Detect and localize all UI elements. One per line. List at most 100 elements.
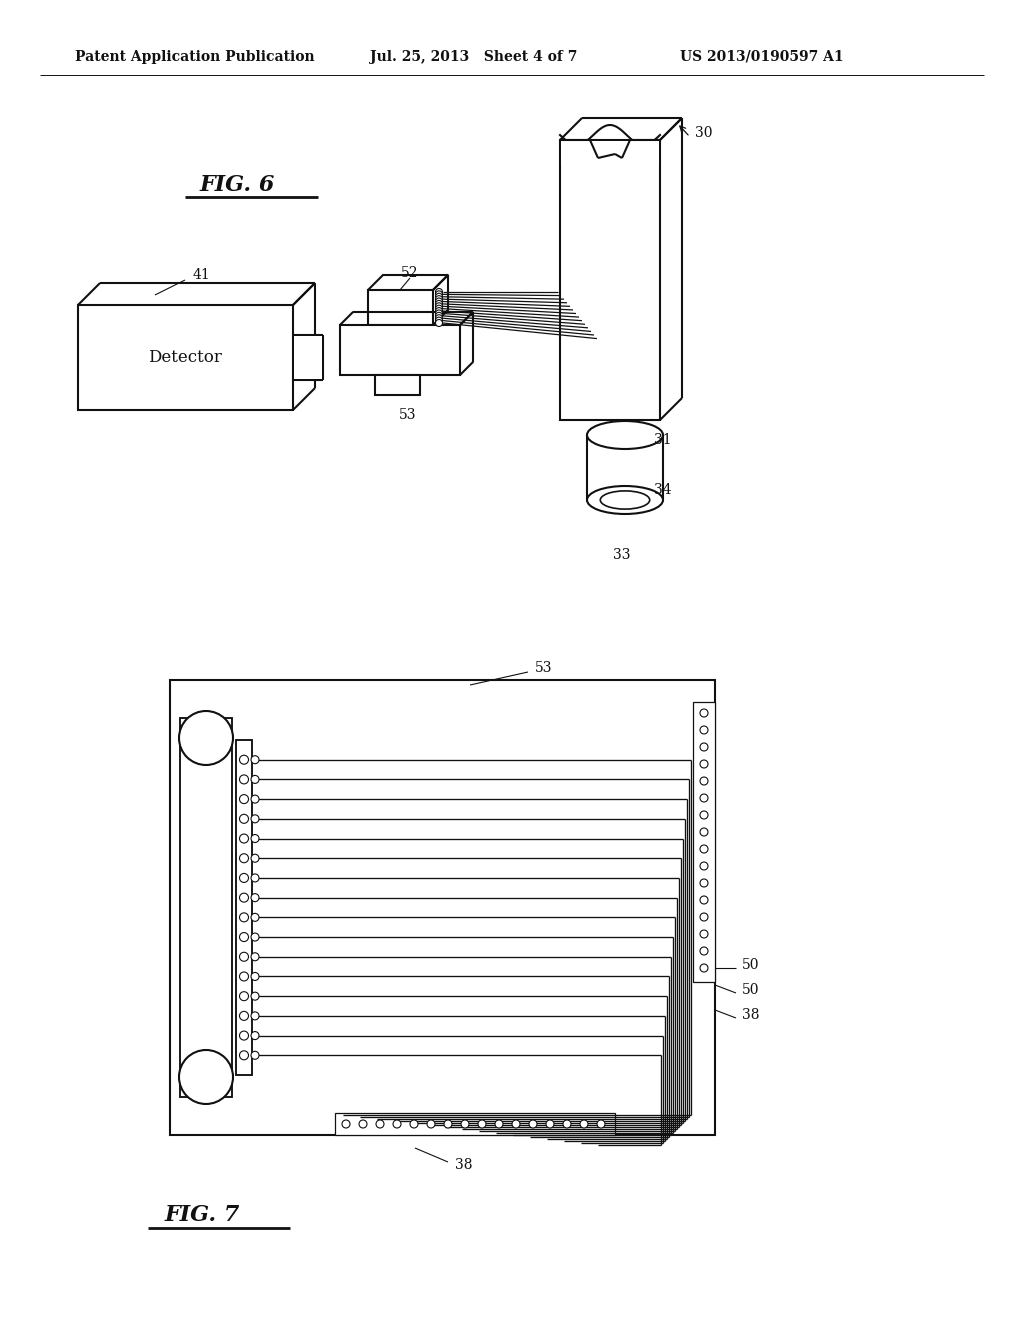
Circle shape: [240, 991, 249, 1001]
Circle shape: [251, 993, 259, 1001]
Circle shape: [251, 953, 259, 961]
Text: FIG. 6: FIG. 6: [200, 174, 275, 195]
Bar: [375, 375, 420, 395]
Circle shape: [435, 298, 442, 305]
Text: Patent Application Publication: Patent Application Publication: [75, 50, 314, 63]
Circle shape: [700, 810, 708, 818]
Circle shape: [563, 1119, 571, 1129]
Bar: [340, 325, 460, 375]
Circle shape: [700, 828, 708, 836]
Circle shape: [700, 913, 708, 921]
Circle shape: [251, 933, 259, 941]
Bar: [236, 741, 252, 1074]
Circle shape: [251, 795, 259, 803]
Circle shape: [700, 845, 708, 853]
Circle shape: [251, 814, 259, 822]
Circle shape: [546, 1119, 554, 1129]
Circle shape: [435, 296, 442, 302]
Circle shape: [240, 1011, 249, 1020]
Circle shape: [359, 1119, 367, 1129]
Circle shape: [435, 319, 442, 326]
Circle shape: [435, 310, 442, 317]
Text: Detector: Detector: [148, 348, 222, 366]
Circle shape: [435, 289, 442, 296]
Circle shape: [427, 1119, 435, 1129]
Circle shape: [240, 1051, 249, 1060]
Circle shape: [435, 302, 442, 310]
Circle shape: [251, 913, 259, 921]
Circle shape: [240, 874, 249, 883]
Circle shape: [251, 894, 259, 902]
Text: US 2013/0190597 A1: US 2013/0190597 A1: [680, 50, 844, 63]
Circle shape: [240, 775, 249, 784]
Circle shape: [700, 709, 708, 717]
Circle shape: [240, 814, 249, 824]
Bar: [693, 702, 715, 982]
Circle shape: [435, 314, 442, 322]
Text: 38: 38: [742, 1008, 760, 1022]
Circle shape: [240, 1031, 249, 1040]
Circle shape: [376, 1119, 384, 1129]
Text: 33: 33: [613, 548, 631, 562]
Text: 34: 34: [654, 483, 672, 498]
Circle shape: [700, 760, 708, 768]
Circle shape: [342, 1119, 350, 1129]
Bar: [561, 141, 659, 166]
Text: 30: 30: [695, 125, 713, 140]
Circle shape: [478, 1119, 486, 1129]
Circle shape: [240, 913, 249, 921]
Circle shape: [251, 1032, 259, 1040]
Ellipse shape: [587, 486, 663, 513]
Circle shape: [251, 1051, 259, 1059]
Text: 31: 31: [654, 433, 672, 447]
Circle shape: [240, 972, 249, 981]
Circle shape: [700, 862, 708, 870]
Circle shape: [700, 726, 708, 734]
Circle shape: [251, 854, 259, 862]
Text: 50: 50: [742, 958, 760, 972]
Circle shape: [240, 755, 249, 764]
Circle shape: [240, 952, 249, 961]
Bar: [78, 305, 293, 411]
Circle shape: [179, 711, 233, 766]
Text: 41: 41: [193, 268, 211, 282]
Bar: [294, 337, 322, 379]
Circle shape: [240, 894, 249, 902]
Circle shape: [435, 313, 442, 319]
Text: 53: 53: [399, 408, 417, 422]
Text: 52: 52: [401, 267, 419, 280]
Circle shape: [251, 834, 259, 842]
Circle shape: [700, 964, 708, 972]
Circle shape: [461, 1119, 469, 1129]
Circle shape: [435, 317, 442, 325]
Circle shape: [529, 1119, 537, 1129]
Bar: [170, 680, 715, 1135]
Bar: [368, 290, 433, 325]
Circle shape: [435, 301, 442, 308]
Text: Jul. 25, 2013   Sheet 4 of 7: Jul. 25, 2013 Sheet 4 of 7: [370, 50, 578, 63]
Circle shape: [700, 896, 708, 904]
Circle shape: [240, 854, 249, 863]
Text: FIG. 7: FIG. 7: [165, 1204, 241, 1226]
Circle shape: [240, 834, 249, 843]
Circle shape: [435, 308, 442, 314]
Text: 53: 53: [535, 661, 553, 675]
Circle shape: [444, 1119, 452, 1129]
Bar: [560, 140, 660, 420]
Circle shape: [240, 795, 249, 804]
Bar: [180, 718, 232, 1097]
Circle shape: [580, 1119, 588, 1129]
Circle shape: [597, 1119, 605, 1129]
Bar: [335, 1113, 615, 1135]
Circle shape: [700, 795, 708, 803]
Circle shape: [251, 756, 259, 764]
Ellipse shape: [587, 421, 663, 449]
Text: 50: 50: [742, 983, 760, 997]
Circle shape: [251, 775, 259, 783]
Circle shape: [240, 932, 249, 941]
Circle shape: [700, 931, 708, 939]
Circle shape: [700, 777, 708, 785]
Ellipse shape: [600, 491, 649, 510]
Circle shape: [435, 290, 442, 298]
Circle shape: [700, 879, 708, 887]
